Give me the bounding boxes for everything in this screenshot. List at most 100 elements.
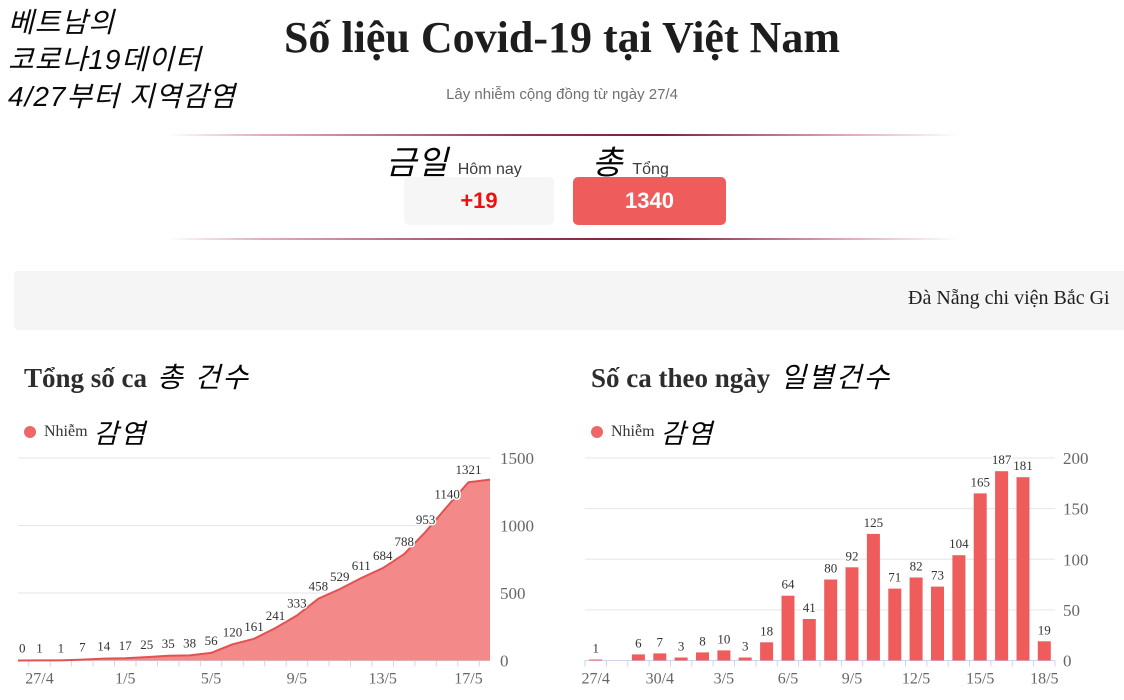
legend-item-nhiem[interactable]: Nhiễm 감염 (24, 412, 147, 451)
today-value: +19 (460, 188, 498, 213)
daily-cases-chart-block: Số ca theo ngày 일별건수 Nhiễm 감염 0 50 100 150 20… (581, 356, 1124, 700)
today-stat-label: 금일 Hôm nay (386, 136, 522, 184)
data-point-label: 1 (36, 640, 43, 655)
y-axis-tick-label: 50 (1063, 601, 1080, 620)
bar[interactable] (952, 555, 966, 661)
news-ticker: Đà Nẵng chi viện Bắc Gi (14, 271, 1124, 330)
x-axis-tick-label: 17/5 (454, 671, 482, 688)
y-axis-tick-label: 0 (500, 652, 509, 671)
data-point-label: 17 (119, 638, 133, 653)
data-point-label: 684 (373, 548, 393, 563)
data-point-label: 14 (97, 639, 111, 654)
legend-label-ko: 감염 (93, 419, 148, 449)
korean-annotation-line: 코로나19데이터 (8, 44, 202, 75)
data-point-label: 788 (394, 534, 414, 549)
bar[interactable] (589, 659, 603, 661)
data-point-label: 35 (162, 636, 175, 651)
y-axis-tick-label: 200 (1063, 449, 1089, 468)
data-point-label: 187 (992, 452, 1012, 467)
korean-annotation-line: 4/27부터 지역감염 (8, 81, 236, 112)
legend-marker-icon (24, 425, 36, 438)
x-axis-tick-label: 15/5 (966, 671, 994, 688)
x-axis-tick-label: 13/5 (368, 671, 396, 688)
data-point-label: 1 (592, 641, 599, 656)
bar[interactable] (781, 595, 795, 661)
data-point-label: 7 (79, 640, 86, 655)
bar[interactable] (909, 577, 923, 661)
daily-chart-title-ko: 일별건수 (780, 362, 892, 393)
data-point-label: 80 (824, 561, 837, 576)
legend-marker-icon (591, 425, 603, 438)
data-point-label: 41 (803, 600, 816, 615)
x-axis-tick-label: 27/4 (25, 671, 53, 688)
data-point-label: 38 (183, 635, 196, 650)
korean-annotation-line: 베트남의 (8, 7, 116, 38)
y-axis-tick-label: 150 (1063, 500, 1089, 519)
y-axis-tick-label: 0 (1063, 652, 1072, 671)
data-point-label: 1 (58, 640, 65, 655)
bar[interactable] (866, 533, 880, 661)
bar[interactable] (802, 619, 816, 661)
legend-label-vi: Nhiễm (44, 422, 88, 440)
bar[interactable] (674, 657, 688, 661)
bar[interactable] (653, 653, 667, 661)
data-point-label: 181 (1013, 458, 1033, 473)
bar[interactable] (845, 567, 859, 661)
data-point-label: 125 (864, 515, 884, 530)
data-point-label: 611 (352, 558, 371, 573)
data-point-label: 120 (223, 624, 243, 639)
data-point-label: 7 (657, 634, 664, 649)
bar[interactable] (760, 642, 774, 661)
bar[interactable] (696, 652, 709, 661)
data-point-label: 82 (910, 559, 923, 574)
bar[interactable] (973, 493, 987, 661)
bar[interactable] (631, 654, 645, 661)
data-point-label: 0 (19, 641, 26, 656)
today-label-vi: Hôm nay (457, 161, 522, 178)
total-chart-title-ko: 총 건수 (157, 362, 251, 393)
data-point-label: 3 (742, 639, 749, 654)
bar[interactable] (1016, 477, 1030, 661)
data-point-label: 1140 (434, 487, 460, 502)
area-series-fill[interactable] (18, 479, 490, 661)
daily-chart-title: Số ca theo ngày 일별건수 (591, 356, 891, 396)
data-point-label: 165 (970, 474, 990, 489)
total-label-vi: Tổng (632, 161, 669, 178)
bar[interactable] (1037, 641, 1051, 661)
x-axis-tick-label: 6/5 (778, 671, 798, 688)
data-point-label: 6 (635, 635, 642, 650)
bar[interactable] (824, 579, 838, 661)
y-axis-tick-label: 1500 (500, 449, 534, 468)
data-point-label: 241 (266, 608, 286, 623)
data-point-label: 25 (140, 637, 153, 652)
legend-item-nhiem[interactable]: Nhiễm 감염 (591, 412, 714, 451)
total-value: 1340 (625, 188, 674, 213)
divider-line-bottom (167, 238, 959, 240)
y-axis-tick-label: 1000 (500, 517, 534, 536)
x-axis-tick-label: 12/5 (902, 671, 930, 688)
data-point-label: 71 (888, 570, 901, 585)
total-chart-title-vi: Tổng số ca (24, 363, 148, 393)
data-point-label: 458 (309, 579, 329, 594)
data-point-label: 73 (931, 568, 944, 583)
data-point-label: 1321 (456, 462, 482, 477)
y-axis-tick-label: 500 (500, 584, 526, 603)
bar[interactable] (717, 650, 731, 661)
bar[interactable] (738, 657, 752, 661)
bar[interactable] (888, 588, 902, 661)
page-title: Số liệu Covid-19 tại Việt Nam (283, 13, 841, 62)
x-axis-tick-label: 9/5 (287, 671, 307, 688)
today-value-box: +19 (404, 177, 554, 225)
data-point-label: 92 (846, 548, 859, 563)
x-axis-tick-label: 3/5 (714, 671, 734, 688)
data-point-label: 19 (1038, 622, 1051, 637)
bar[interactable] (995, 471, 1009, 661)
data-point-label: 18 (760, 623, 773, 638)
today-label-ko: 금일 (386, 144, 449, 181)
x-axis-tick-label: 18/5 (1030, 671, 1058, 688)
data-point-label: 8 (699, 633, 706, 648)
data-point-label: 56 (205, 633, 219, 648)
bar[interactable] (931, 586, 944, 661)
